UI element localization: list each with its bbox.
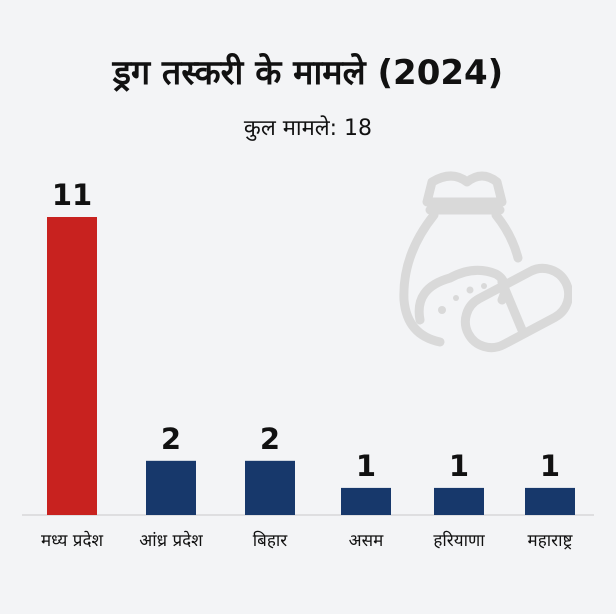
- category-label-0: मध्य प्रदेश: [41, 530, 104, 551]
- category-label-5: महाराष्ट्र: [528, 531, 574, 551]
- bar-3: [341, 487, 391, 515]
- bar-2: [245, 460, 295, 515]
- value-label-1: 2: [161, 422, 181, 456]
- category-label-2: बिहार: [253, 530, 289, 551]
- bar-1: [146, 460, 196, 515]
- value-label-0: 11: [52, 178, 92, 212]
- bar-5: [525, 487, 575, 515]
- chart-subtitle: कुल मामले: 18: [243, 116, 373, 141]
- category-label-1: आंध्र प्रदेश: [139, 530, 203, 551]
- value-label-4: 1: [449, 449, 469, 483]
- value-label-3: 1: [356, 449, 376, 483]
- category-label-4: हरियाणा: [433, 530, 485, 551]
- chart-title: ड्रग तस्करी के मामले (2024): [112, 53, 504, 93]
- value-label-5: 1: [540, 449, 560, 483]
- bar-0: [47, 217, 97, 515]
- value-label-2: 2: [260, 422, 280, 456]
- category-label-3: असम: [349, 531, 384, 551]
- bar-4: [434, 487, 484, 515]
- drug-sack-and-capsule-icon: [399, 171, 572, 353]
